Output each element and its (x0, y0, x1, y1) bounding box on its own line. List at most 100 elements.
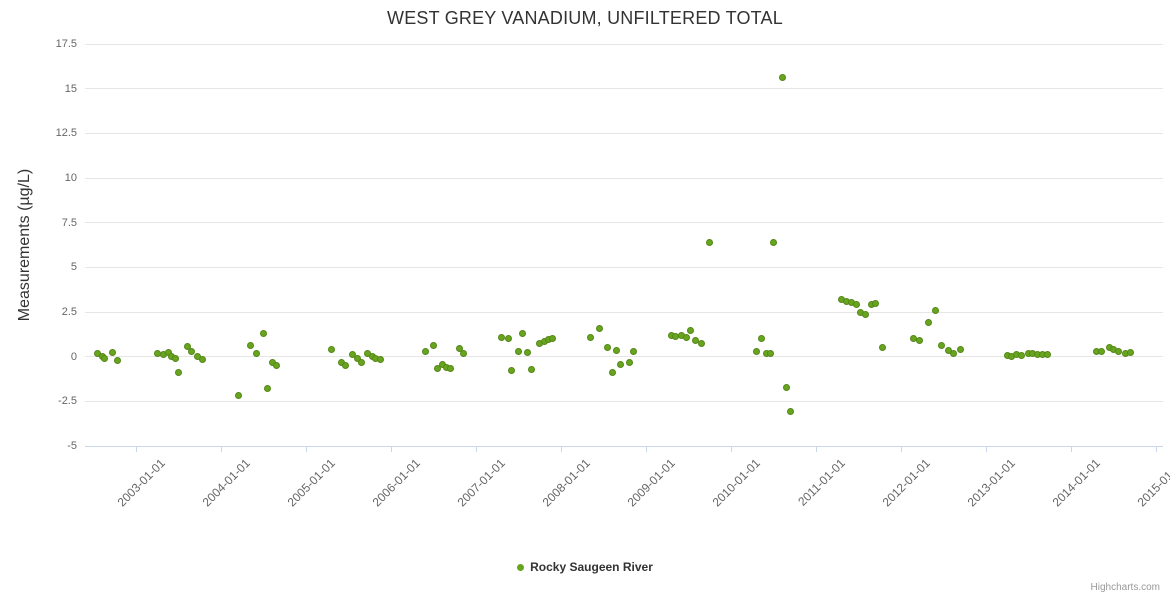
x-tick-label: 2013-01-01 (964, 456, 1019, 510)
data-point[interactable] (945, 346, 953, 354)
data-point[interactable] (198, 355, 206, 363)
data-point[interactable] (604, 344, 612, 352)
data-point[interactable] (1018, 352, 1026, 360)
data-point[interactable] (113, 356, 121, 364)
data-point[interactable] (770, 238, 778, 246)
data-point[interactable] (778, 74, 786, 82)
gridline (85, 177, 1163, 179)
data-point[interactable] (357, 359, 365, 367)
data-point[interactable] (175, 369, 183, 377)
data-point[interactable] (247, 342, 255, 350)
data-point[interactable] (861, 311, 869, 319)
data-point[interactable] (455, 345, 463, 353)
data-point[interactable] (938, 342, 946, 350)
data-point[interactable] (625, 358, 633, 366)
data-point[interactable] (686, 327, 694, 335)
data-point[interactable] (272, 362, 280, 370)
data-point[interactable] (617, 361, 625, 369)
data-point[interactable] (234, 392, 242, 400)
y-tick-label: 5 (70, 261, 77, 274)
data-point[interactable] (498, 333, 506, 341)
data-point[interactable] (1098, 347, 1106, 355)
data-point[interactable] (782, 383, 790, 391)
data-point[interactable] (108, 348, 116, 356)
data-point[interactable] (183, 343, 191, 351)
data-point[interactable] (612, 346, 620, 354)
gridline (85, 266, 1163, 268)
data-point[interactable] (430, 342, 438, 350)
data-point[interactable] (353, 354, 361, 362)
data-point[interactable] (349, 351, 357, 359)
data-point[interactable] (683, 333, 691, 341)
data-point[interactable] (957, 346, 965, 354)
x-tick-label: 2006-01-01 (369, 456, 423, 510)
x-tick-mark (221, 446, 223, 452)
data-point[interactable] (758, 335, 766, 343)
data-point[interactable] (587, 333, 595, 341)
data-point[interactable] (434, 364, 442, 372)
data-point[interactable] (523, 348, 531, 356)
data-point[interactable] (504, 335, 512, 343)
x-tick-label: 2015-01-01 (1134, 456, 1170, 510)
x-tick-label: 2012-01-01 (879, 456, 934, 510)
data-point[interactable] (459, 350, 467, 358)
y-tick-label: 17.5 (55, 38, 77, 50)
x-tick-label: 2007-01-01 (454, 456, 508, 510)
y-tick-label: 15 (64, 82, 77, 95)
data-point[interactable] (519, 329, 527, 337)
x-tick-mark (476, 446, 478, 452)
data-point[interactable] (549, 335, 557, 343)
data-point[interactable] (260, 329, 268, 337)
x-tick-label: 2009-01-01 (624, 456, 678, 510)
highcharts-credits-link[interactable]: Highcharts.com (1090, 582, 1160, 593)
data-point[interactable] (447, 364, 455, 372)
data-point[interactable] (363, 349, 371, 357)
data-point[interactable] (697, 339, 705, 347)
data-point[interactable] (527, 365, 535, 373)
data-point[interactable] (377, 355, 385, 363)
data-point[interactable] (753, 347, 761, 355)
gridline (85, 311, 1163, 313)
data-point[interactable] (766, 350, 774, 358)
data-point[interactable] (253, 350, 261, 358)
data-point[interactable] (878, 344, 886, 352)
y-tick-label: 7.5 (61, 216, 77, 229)
data-point[interactable] (1043, 351, 1051, 359)
data-point[interactable] (101, 354, 109, 362)
x-tick-label: 2010-01-01 (709, 456, 764, 510)
y-tick-label: 10 (64, 172, 77, 184)
data-point[interactable] (595, 324, 603, 332)
data-point[interactable] (94, 349, 102, 357)
data-point[interactable] (629, 347, 637, 355)
x-tick-mark (136, 446, 137, 452)
data-point[interactable] (924, 319, 932, 327)
data-point[interactable] (608, 369, 616, 377)
data-point[interactable] (328, 346, 336, 354)
data-point[interactable] (508, 367, 516, 375)
data-point[interactable] (171, 354, 179, 362)
gridline (85, 132, 1163, 134)
data-point[interactable] (187, 347, 195, 355)
y-tick-label: 12.5 (55, 127, 77, 140)
data-point[interactable] (342, 362, 350, 370)
legend-item-rocky-saugeen-river[interactable]: Rocky Saugeen River (517, 560, 653, 574)
legend-marker-icon (517, 563, 525, 571)
chart-title: WEST GREY VANADIUM, UNFILTERED TOTAL (387, 8, 783, 28)
data-point[interactable] (853, 301, 861, 309)
y-tick-label: -5 (67, 440, 77, 452)
x-tick-mark (561, 446, 563, 452)
data-point[interactable] (916, 337, 924, 345)
data-point[interactable] (931, 306, 939, 314)
legend-label: Rocky Saugeen River (530, 560, 653, 574)
data-point[interactable] (1115, 347, 1123, 355)
gridline (85, 356, 1163, 358)
data-point[interactable] (264, 385, 272, 393)
data-point[interactable] (1127, 348, 1135, 356)
data-point[interactable] (515, 347, 523, 355)
data-point[interactable] (787, 407, 795, 415)
data-point[interactable] (421, 347, 429, 355)
gridline (85, 400, 1163, 402)
data-point[interactable] (872, 299, 880, 307)
data-point[interactable] (706, 238, 714, 246)
